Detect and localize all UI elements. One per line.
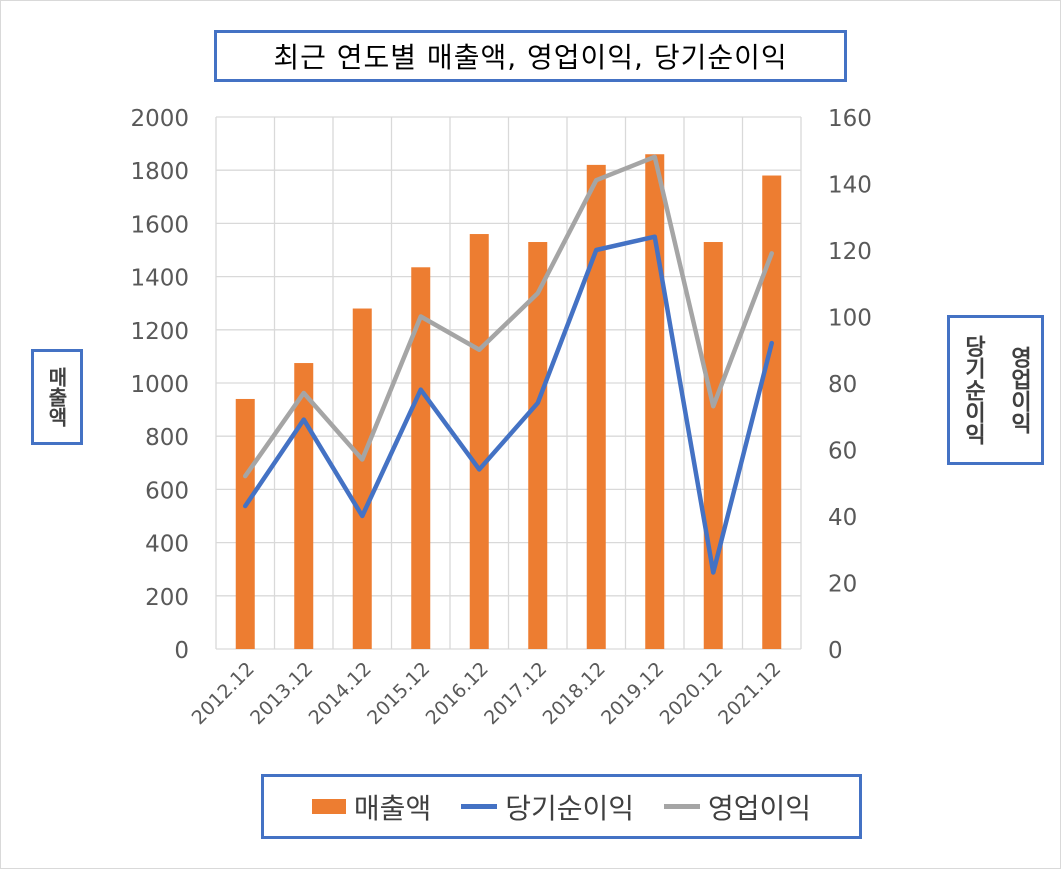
line-series	[243, 154, 774, 575]
y-right-tick-label: 160	[828, 106, 872, 132]
y-left-tick-label: 1200	[130, 319, 189, 345]
y-axis-left-title: 매출액	[44, 367, 69, 427]
grid-lines	[215, 116, 802, 650]
x-tick-label: 2014.12	[305, 658, 376, 729]
legend-swatch-sales	[311, 799, 346, 814]
legend-label-sales: 매출액	[353, 791, 432, 825]
legend-label-net-income: 당기순이익	[505, 791, 635, 825]
y-left-tick-label: 200	[145, 585, 189, 611]
series-line	[243, 154, 774, 479]
y-right-tick-label: 20	[828, 572, 857, 598]
x-tick-label: 2021.12	[714, 658, 785, 729]
bar-series	[235, 154, 782, 650]
bar	[411, 267, 431, 649]
legend: 매출액 당기순이익 영업이익	[261, 774, 862, 839]
x-tick-label: 2012.12	[188, 658, 259, 729]
bar	[645, 154, 665, 650]
x-tick-label: 2020.12	[656, 658, 727, 729]
legend-swatch-operating-income	[664, 804, 701, 809]
y-left-tick-label: 400	[145, 532, 189, 558]
y-right-tick-label: 140	[828, 173, 872, 199]
x-tick-label: 2019.12	[597, 658, 668, 729]
x-tick-label: 2017.12	[480, 658, 551, 729]
y-right-tick-label: 120	[828, 239, 872, 265]
chart-title: 최근 연도별 매출액, 영업이익, 당기순이익	[273, 41, 788, 74]
bar	[703, 242, 723, 649]
bar	[528, 242, 548, 649]
bar	[469, 234, 489, 650]
series-line	[243, 234, 774, 575]
legend-item-sales: 매출액	[311, 787, 432, 827]
y-left-tick-label: 0	[174, 638, 189, 664]
bar	[352, 308, 372, 649]
y-left-tick-label: 1600	[130, 212, 189, 238]
y-axis-right-title-line-1: 영업이익	[1006, 346, 1032, 434]
y-axis-right-title-line-2: 당기순이익	[960, 335, 986, 445]
bar	[294, 363, 314, 649]
legend-item-net-income: 당기순이익	[461, 787, 634, 827]
y-left-tick-label: 1400	[130, 266, 189, 292]
x-tick-label: 2015.12	[363, 658, 434, 729]
x-tick-label: 2018.12	[539, 658, 610, 729]
legend-item-operating-income: 영업이익	[664, 787, 811, 827]
legend-label-operating-income: 영업이익	[708, 791, 812, 825]
x-tick-label: 2013.12	[246, 658, 317, 729]
y-left-tick-label: 800	[145, 425, 189, 451]
bar	[586, 164, 606, 649]
x-tick-label: 2016.12	[422, 658, 493, 729]
y-right-tick-label: 0	[828, 638, 843, 664]
y-right-tick-label: 40	[828, 505, 857, 531]
y-right-tick-label: 80	[828, 372, 857, 398]
y-left-tick-label: 2000	[130, 106, 189, 132]
y-right-tick-label: 60	[828, 439, 857, 465]
y-right-tick-label: 100	[828, 306, 872, 332]
y-left-tick-label: 1000	[130, 372, 189, 398]
bar	[235, 398, 255, 649]
y-left-tick-label: 600	[145, 478, 189, 504]
legend-swatch-net-income	[461, 804, 498, 809]
y-left-tick-label: 1800	[130, 159, 189, 185]
y-axis-right-title-box: 영업이익 당기순이익	[947, 315, 1044, 465]
chart-title-box: 최근 연도별 매출액, 영업이익, 당기순이익	[214, 30, 847, 82]
bar	[762, 175, 782, 649]
y-axis-left-title-box: 매출액	[31, 349, 83, 445]
